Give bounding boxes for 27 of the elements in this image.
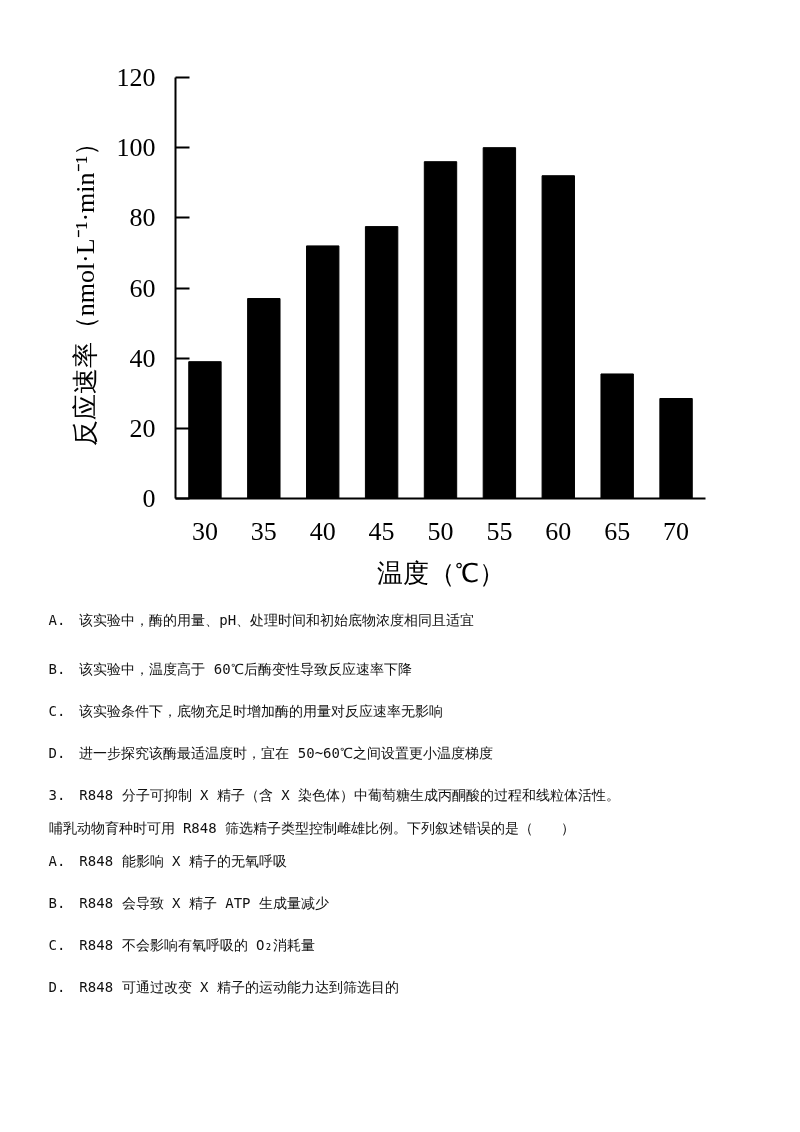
text: C. 该实验条件下，底物充足时增加酶的用量对反应速率无影响 xyxy=(48,702,444,719)
y-tick-label: 100 xyxy=(116,133,156,163)
x-tick-label: 55 xyxy=(486,516,513,546)
text: B. R848 会导致 X 精子 ATP 生成量减少 xyxy=(48,894,329,911)
y-tick-label: 20 xyxy=(129,413,156,443)
text: D. R848 可通过改变 X 精子的运动能力达到筛选目的 xyxy=(48,978,399,995)
text: C. R848 不会影响有氧呼吸的 O₂消耗量 xyxy=(48,936,315,953)
text: 3. R848 分子可抑制 X 精子（含 X 染色体）中葡萄糖生成丙酮酸的过程和线粒体活性。哺乳动物育种时可用 R848 筛选精子类型控制雌雄比例。下列叙述错误的是（ ） xyxy=(48,786,621,836)
y-tick-label: 40 xyxy=(129,343,156,373)
y-axis-title: 反应速率（nmol·L⁻¹·min⁻¹） xyxy=(70,129,100,447)
text: A. 该实验中，酶的用量、pH、处理时间和初始底物浓度相同且适宜 xyxy=(48,611,475,628)
text: A. R848 能影响 X 精子的无氧呼吸 xyxy=(48,852,287,869)
y-tick-label: 120 xyxy=(116,63,156,92)
y-tick-label: 80 xyxy=(129,203,156,233)
x-tick-label: 60 xyxy=(545,516,572,546)
y-tick-label: 0 xyxy=(142,484,156,513)
x-tick-label: 50 xyxy=(427,516,454,546)
y-tick-label: 60 xyxy=(129,273,156,303)
x-tick-label: 45 xyxy=(368,516,395,546)
x-tick-label: 65 xyxy=(604,516,631,546)
text: D. 进一步探究该酶最适温度时，宜在 50~60℃之间设置更小温度梯度 xyxy=(48,744,493,761)
x-tick-label: 30 xyxy=(191,516,218,546)
x-tick-label: 35 xyxy=(250,516,277,546)
text: B. 该实验中，温度高于 60℃后酶变性导致反应速率下降 xyxy=(48,660,412,677)
x-tick-label: 40 xyxy=(309,516,336,546)
x-tick-label: 70 xyxy=(663,516,690,546)
x-axis-title: 温度（℃） xyxy=(376,558,505,588)
